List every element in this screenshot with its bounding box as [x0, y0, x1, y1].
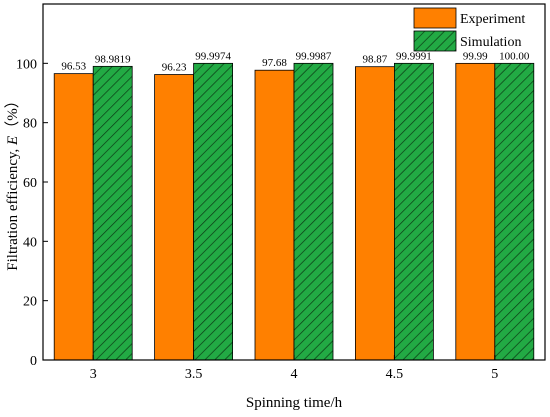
bar-experiment-3.5	[154, 74, 195, 361]
legend: Experiment Simulation	[413, 7, 525, 52]
y-axis-title-symbol: E	[5, 136, 21, 146]
data-label-simulation-4.5: 99.9991	[396, 50, 432, 62]
data-label-simulation-3: 98.9819	[95, 53, 131, 65]
y-tick-label-0: 0	[30, 354, 37, 369]
data-label-experiment-4.5: 98.87	[363, 54, 388, 66]
y-axis-title-main: Filtration efficiency,	[5, 145, 21, 271]
bar-simulation-4	[293, 62, 334, 361]
x-tick-label-4: 4	[291, 367, 298, 382]
y-axis-title: Filtration efficiency, E（%）	[4, 93, 21, 270]
y-axis-title-unit: （%）	[4, 93, 21, 136]
bar-simulation-4.5	[393, 62, 434, 361]
y-tick-label-80: 80	[23, 117, 37, 132]
data-label-simulation-4: 99.9987	[296, 50, 332, 62]
data-labels-group: 96.53 98.9819 96.23 99.9974 97.68 99.9987 98.8…	[61, 50, 530, 73]
bar-experiment-4.5	[354, 66, 395, 361]
data-label-experiment-3.5: 96.23	[162, 62, 187, 74]
axes-group: 0 20 40 60 80 100 3 3.5 4 4.5 5	[16, 57, 498, 382]
data-label-experiment-3: 96.53	[61, 61, 86, 73]
legend-swatch-experiment	[413, 7, 457, 29]
y-tick-label-40: 40	[23, 235, 37, 250]
x-tick-label-3.5: 3.5	[185, 367, 203, 382]
data-label-experiment-4: 97.68	[262, 57, 287, 69]
legend-label-experiment: Experiment	[460, 12, 525, 27]
bar-experiment-5	[455, 62, 496, 361]
legend-swatch-simulation	[413, 30, 457, 52]
y-tick-label-60: 60	[23, 176, 37, 191]
y-tick-label-100: 100	[16, 57, 37, 72]
data-label-experiment-5: 99.99	[463, 50, 488, 62]
x-axis-title: Spinning time/h	[246, 395, 343, 411]
x-tick-label-4.5: 4.5	[386, 367, 404, 382]
data-label-simulation-5: 100.00	[499, 50, 530, 62]
x-tick-label-3: 3	[90, 367, 97, 382]
bars-group	[53, 62, 535, 361]
bar-simulation-3.5	[193, 62, 234, 361]
data-label-simulation-3.5: 99.9974	[195, 50, 231, 62]
bar-simulation-3	[92, 65, 133, 361]
bar-experiment-4	[254, 69, 295, 361]
legend-label-simulation: Simulation	[460, 35, 521, 50]
bar-simulation-5	[494, 62, 535, 361]
bar-experiment-3	[53, 73, 94, 361]
x-tick-label-5: 5	[491, 367, 498, 382]
y-tick-label-20: 20	[23, 295, 37, 310]
